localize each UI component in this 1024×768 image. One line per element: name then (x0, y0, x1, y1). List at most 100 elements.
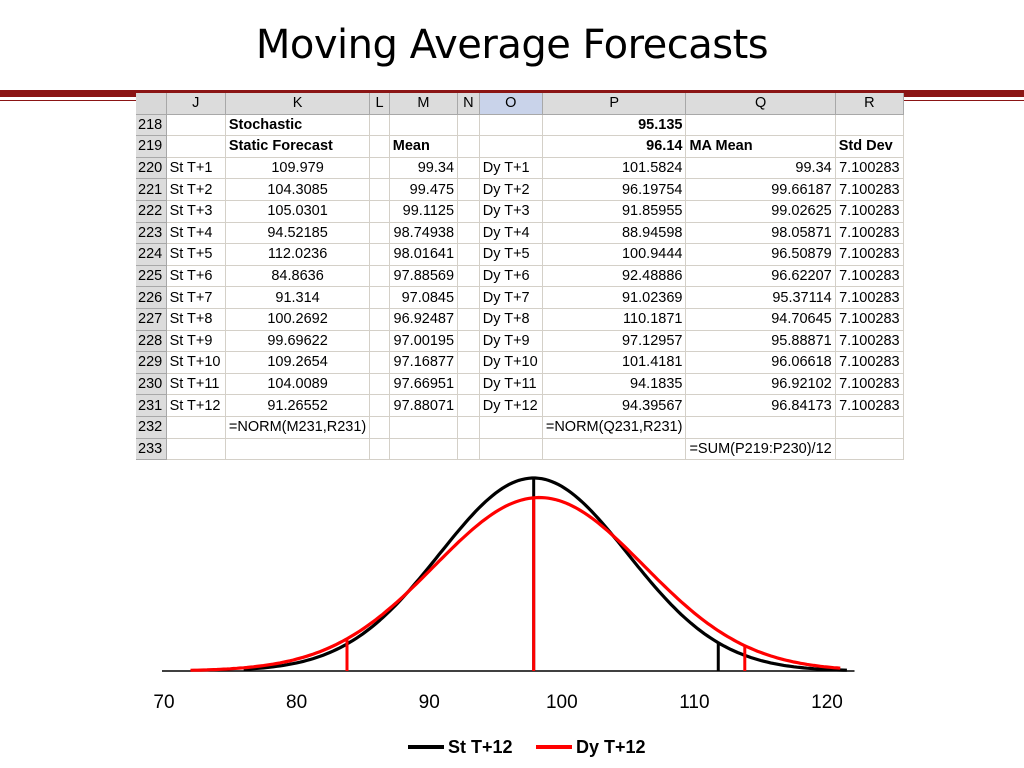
row-header[interactable]: 223 (136, 222, 167, 245)
cell-o233[interactable] (479, 438, 543, 461)
cell-n223[interactable] (457, 222, 480, 245)
cell-o221[interactable]: Dy T+2 (479, 178, 543, 201)
cell-m223[interactable]: 98.74938 (389, 222, 459, 245)
cell-m228[interactable]: 97.00195 (389, 330, 459, 353)
cell-p225[interactable]: 92.48886 (542, 265, 687, 288)
column-header-k[interactable]: K (225, 93, 371, 115)
cell-j231[interactable]: St T+12 (166, 394, 226, 417)
cell-o232[interactable] (479, 416, 543, 439)
cell-j223[interactable]: St T+4 (166, 222, 226, 245)
cell-r232[interactable] (835, 416, 904, 439)
column-header-j[interactable]: J (166, 93, 226, 115)
cell-k228[interactable]: 99.69622 (225, 330, 371, 353)
cell-q227[interactable]: 94.70645 (685, 308, 836, 331)
cell-n220[interactable] (457, 157, 480, 180)
cell-j222[interactable]: St T+3 (166, 200, 226, 223)
cell-r233[interactable] (835, 438, 904, 461)
cell-l226[interactable] (369, 286, 390, 309)
cell-k219[interactable]: Static Forecast (225, 135, 371, 158)
cell-p223[interactable]: 88.94598 (542, 222, 687, 245)
cell-q230[interactable]: 96.92102 (685, 373, 836, 396)
cell-p220[interactable]: 101.5824 (542, 157, 687, 180)
row-header[interactable]: 233 (136, 438, 167, 461)
cell-j226[interactable]: St T+7 (166, 286, 226, 309)
cell-r225[interactable]: 7.100283 (835, 265, 904, 288)
select-all-corner[interactable] (136, 93, 167, 115)
cell-p226[interactable]: 91.02369 (542, 286, 687, 309)
cell-j219[interactable] (166, 135, 226, 158)
cell-m224[interactable]: 98.01641 (389, 243, 459, 266)
cell-j233[interactable] (166, 438, 226, 461)
cell-p228[interactable]: 97.12957 (542, 330, 687, 353)
cell-l223[interactable] (369, 222, 390, 245)
cell-l219[interactable] (369, 135, 390, 158)
cell-l225[interactable] (369, 265, 390, 288)
cell-j218[interactable] (166, 114, 226, 137)
column-header-r[interactable]: R (835, 93, 904, 115)
column-header-q[interactable]: Q (685, 93, 836, 115)
cell-j224[interactable]: St T+5 (166, 243, 226, 266)
cell-m230[interactable]: 97.66951 (389, 373, 459, 396)
cell-l228[interactable] (369, 330, 390, 353)
cell-l230[interactable] (369, 373, 390, 396)
cell-p221[interactable]: 96.19754 (542, 178, 687, 201)
cell-k223[interactable]: 94.52185 (225, 222, 371, 245)
cell-l233[interactable] (369, 438, 390, 461)
cell-k222[interactable]: 105.0301 (225, 200, 371, 223)
cell-k231[interactable]: 91.26552 (225, 394, 371, 417)
cell-n224[interactable] (457, 243, 480, 266)
cell-r224[interactable]: 7.100283 (835, 243, 904, 266)
row-header[interactable]: 232 (136, 416, 167, 439)
cell-k220[interactable]: 109.979 (225, 157, 371, 180)
column-header-n[interactable]: N (457, 93, 480, 115)
column-header-o[interactable]: O (479, 93, 543, 115)
row-header[interactable]: 220 (136, 157, 167, 180)
cell-q223[interactable]: 98.05871 (685, 222, 836, 245)
cell-m222[interactable]: 99.1125 (389, 200, 459, 223)
cell-m226[interactable]: 97.0845 (389, 286, 459, 309)
cell-l227[interactable] (369, 308, 390, 331)
cell-r222[interactable]: 7.100283 (835, 200, 904, 223)
row-header[interactable]: 224 (136, 243, 167, 266)
cell-q228[interactable]: 95.88871 (685, 330, 836, 353)
row-header[interactable]: 222 (136, 200, 167, 223)
cell-m219[interactable]: Mean (389, 135, 459, 158)
cell-k233[interactable] (225, 438, 371, 461)
cell-r221[interactable]: 7.100283 (835, 178, 904, 201)
cell-n218[interactable] (457, 114, 480, 137)
cell-n229[interactable] (457, 351, 480, 374)
cell-n226[interactable] (457, 286, 480, 309)
cell-o231[interactable]: Dy T+12 (479, 394, 543, 417)
cell-o223[interactable]: Dy T+4 (479, 222, 543, 245)
cell-r230[interactable]: 7.100283 (835, 373, 904, 396)
cell-j230[interactable]: St T+11 (166, 373, 226, 396)
cell-l220[interactable] (369, 157, 390, 180)
cell-n225[interactable] (457, 265, 480, 288)
cell-q226[interactable]: 95.37114 (685, 286, 836, 309)
cell-m232[interactable] (389, 416, 459, 439)
cell-r228[interactable]: 7.100283 (835, 330, 904, 353)
row-header[interactable]: 229 (136, 351, 167, 374)
cell-l222[interactable] (369, 200, 390, 223)
column-header-m[interactable]: M (389, 93, 459, 115)
cell-l221[interactable] (369, 178, 390, 201)
cell-r220[interactable]: 7.100283 (835, 157, 904, 180)
cell-k218[interactable]: Stochastic (225, 114, 371, 137)
cell-l229[interactable] (369, 351, 390, 374)
cell-o220[interactable]: Dy T+1 (479, 157, 543, 180)
cell-l232[interactable] (369, 416, 390, 439)
cell-o227[interactable]: Dy T+8 (479, 308, 543, 331)
cell-r226[interactable]: 7.100283 (835, 286, 904, 309)
cell-j227[interactable]: St T+8 (166, 308, 226, 331)
cell-m218[interactable] (389, 114, 459, 137)
row-header[interactable]: 226 (136, 286, 167, 309)
cell-p231[interactable]: 94.39567 (542, 394, 687, 417)
cell-o218[interactable] (479, 114, 543, 137)
cell-l224[interactable] (369, 243, 390, 266)
cell-q220[interactable]: 99.34 (685, 157, 836, 180)
cell-o224[interactable]: Dy T+5 (479, 243, 543, 266)
cell-k227[interactable]: 100.2692 (225, 308, 371, 331)
cell-q222[interactable]: 99.02625 (685, 200, 836, 223)
